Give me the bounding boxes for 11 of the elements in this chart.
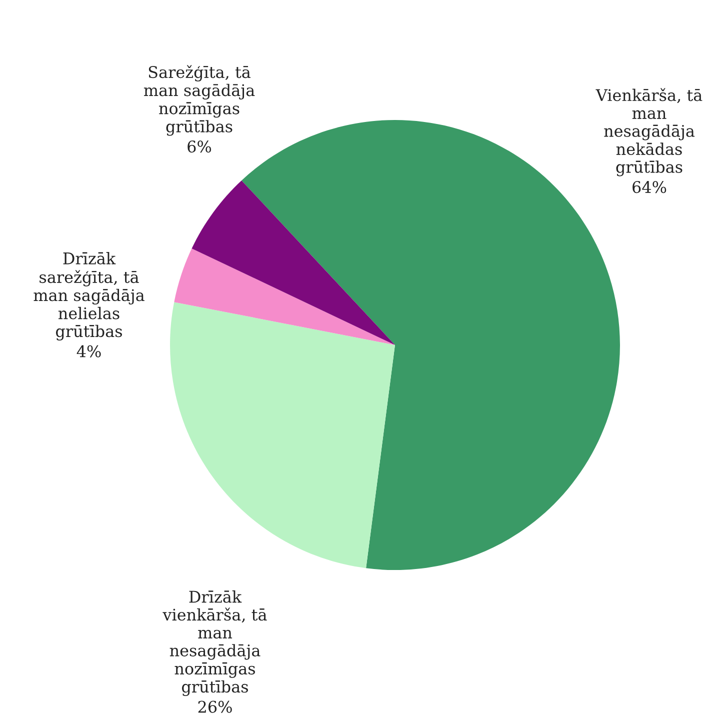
slice-label: Vienkārša, tā man nesagādāja nekādas grūtības	[596, 88, 702, 176]
data-label: 26%	[198, 700, 232, 713]
slice-label: Drīzāk vienkārša, tā man nesagādāja nozīmīgas grūtības	[162, 590, 267, 696]
pie-slice	[170, 302, 395, 568]
pie-slice	[174, 248, 395, 345]
data-label: 64%	[632, 181, 666, 194]
data-label: 6%	[188, 140, 212, 153]
slice-label: Drīzāk sarežģīta, tā man sagādāja nelielas grūtības	[34, 252, 144, 340]
pie-slice	[192, 180, 395, 345]
data-label: 4%	[76, 345, 101, 358]
slice-label: Sarežģīta, tā man sagādāja nozīmīgas grūtības	[144, 65, 255, 136]
